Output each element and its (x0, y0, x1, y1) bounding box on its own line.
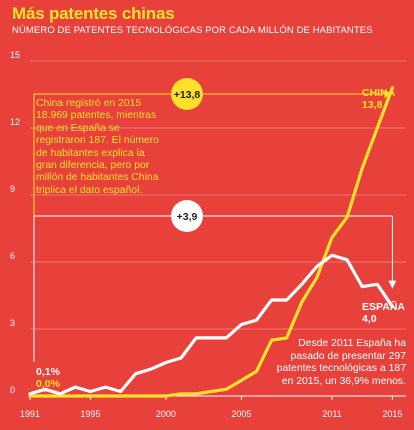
x-tick-1991: 1991 (20, 409, 40, 419)
china-delta-text: +13,8 (174, 89, 201, 101)
spain-line (28, 253, 394, 396)
y-tick-3: 3 (10, 318, 15, 328)
chart-subtitle: NÚMERO DE PATENTES TECNOLÓGICAS POR CADA… (12, 25, 373, 36)
y-tick-6: 6 (10, 251, 15, 261)
china-series-name: CHINA (362, 87, 396, 99)
spain-end-value: 4,0 (362, 313, 377, 325)
y-tick-9: 9 (10, 184, 15, 194)
spain-series-name: ESPAÑA (362, 301, 405, 313)
spain-guide-arrow (388, 280, 397, 289)
china-delta-badge (171, 78, 203, 110)
y-tick-15: 15 (10, 50, 20, 60)
series-lines (28, 86, 394, 398)
x-tick-1995: 1995 (80, 409, 100, 419)
x-tick-2011: 2011 (322, 409, 341, 419)
x-tick-2005: 2005 (231, 409, 251, 419)
spain-delta-text: +3,9 (177, 211, 198, 223)
annotation-guides (33, 90, 397, 362)
x-axis-ticks: 1991 1995 2000 2005 2011 2015 (20, 395, 406, 419)
chart-title: Más patentes chinas (12, 4, 175, 23)
china-start-label: 0,0% (36, 378, 60, 390)
spain-note: Desde 2011 España ha pasado de presentar… (276, 338, 406, 387)
y-tick-0: 0 (10, 385, 15, 395)
china-end-value: 13,8 (362, 99, 383, 111)
spain-start-label: 0,1% (36, 366, 60, 378)
spain-delta-badge (171, 200, 203, 232)
y-axis-ticks: 0 3 6 9 12 15 (10, 50, 20, 395)
y-tick-12: 12 (10, 117, 20, 127)
x-tick-2000: 2000 (156, 409, 176, 419)
china-line (28, 86, 394, 398)
delta-badges: +13,8 +3,9 (171, 78, 203, 232)
china-note: China registró en 2015 18.969 patentes, … (36, 98, 160, 196)
x-tick-2015: 2015 (382, 409, 402, 419)
